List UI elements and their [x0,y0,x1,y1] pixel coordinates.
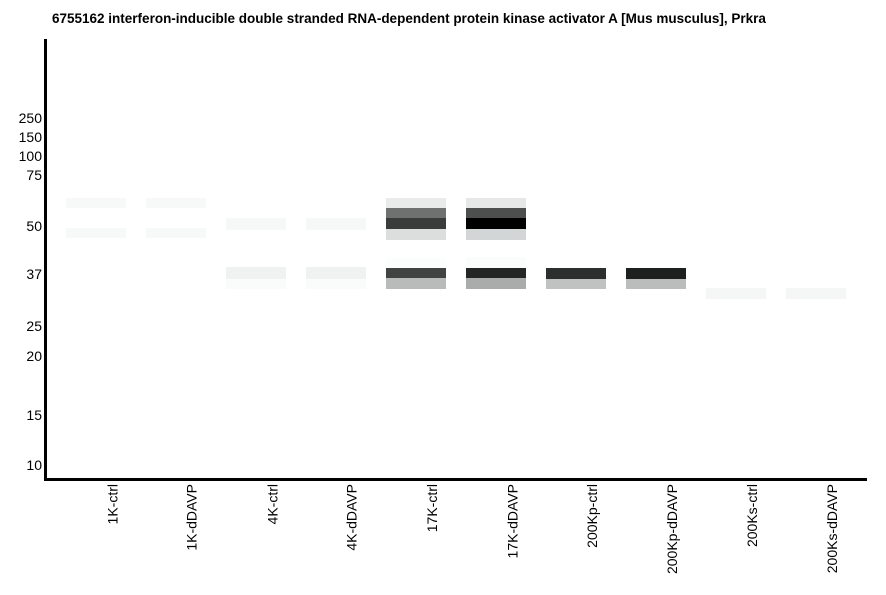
mw-marker-label: 10 [26,457,42,473]
gel-band-segment [226,267,286,279]
gel-band-segment [466,257,526,268]
mw-marker-label: 250 [18,110,42,126]
gel-band-segment [466,229,526,240]
gel-band-segment [386,229,446,240]
x-axis-line [44,478,867,481]
gel-band-segment [626,268,686,279]
gel-band-segment [546,268,606,279]
mw-marker-label: 75 [26,167,42,183]
gel-band-segment [386,268,446,278]
gel-band-segment [386,208,446,218]
lane-label: 200Ks-dDAVP [824,484,840,574]
gel-band-segment [386,257,446,268]
gel-band-segment [146,198,206,208]
mw-marker-label: 100 [18,148,42,164]
lane-label: 200Kp-dDAVP [664,484,680,575]
gel-band-segment [466,218,526,229]
mw-marker-label: 15 [26,407,42,423]
mw-marker-label: 20 [26,348,42,364]
gel-band-segment [626,279,686,289]
mw-marker-label: 50 [26,218,42,234]
mw-marker-label: 25 [26,318,42,334]
gel-band-segment [786,288,846,299]
y-axis-line [44,39,47,481]
lane-label: 200Kp-ctrl [584,484,600,548]
lane-label: 4K-ctrl [264,484,280,525]
figure-title: 6755162 interferon-inducible double stra… [52,11,766,26]
gel-band-segment [306,218,366,230]
gel-band-segment [66,228,126,238]
lane-label: 1K-ctrl [104,484,120,525]
lane-label: 200Ks-ctrl [744,484,760,548]
mw-marker-label: 150 [18,129,42,145]
lane-label: 1K-dDAVP [184,484,200,551]
lane-label: 4K-dDAVP [344,484,360,551]
lane-label: 17K-dDAVP [504,484,520,559]
gel-band-segment [146,228,206,238]
mw-marker-label: 37 [26,266,42,282]
gel-band-segment [226,218,286,230]
gel-band-segment [306,279,366,289]
gel-band-segment [466,208,526,218]
gel-band-segment [66,198,126,208]
gel-band-segment [706,288,766,299]
gel-band-segment [386,278,446,289]
lane-label: 17K-ctrl [424,484,440,533]
gel-band-segment [546,279,606,289]
gel-band-segment [306,267,366,279]
gel-band-segment [386,218,446,229]
gel-band-segment [466,268,526,278]
gel-band-segment [226,279,286,289]
gel-band-segment [386,198,446,208]
gel-band-segment [466,278,526,289]
gel-band-segment [466,198,526,208]
